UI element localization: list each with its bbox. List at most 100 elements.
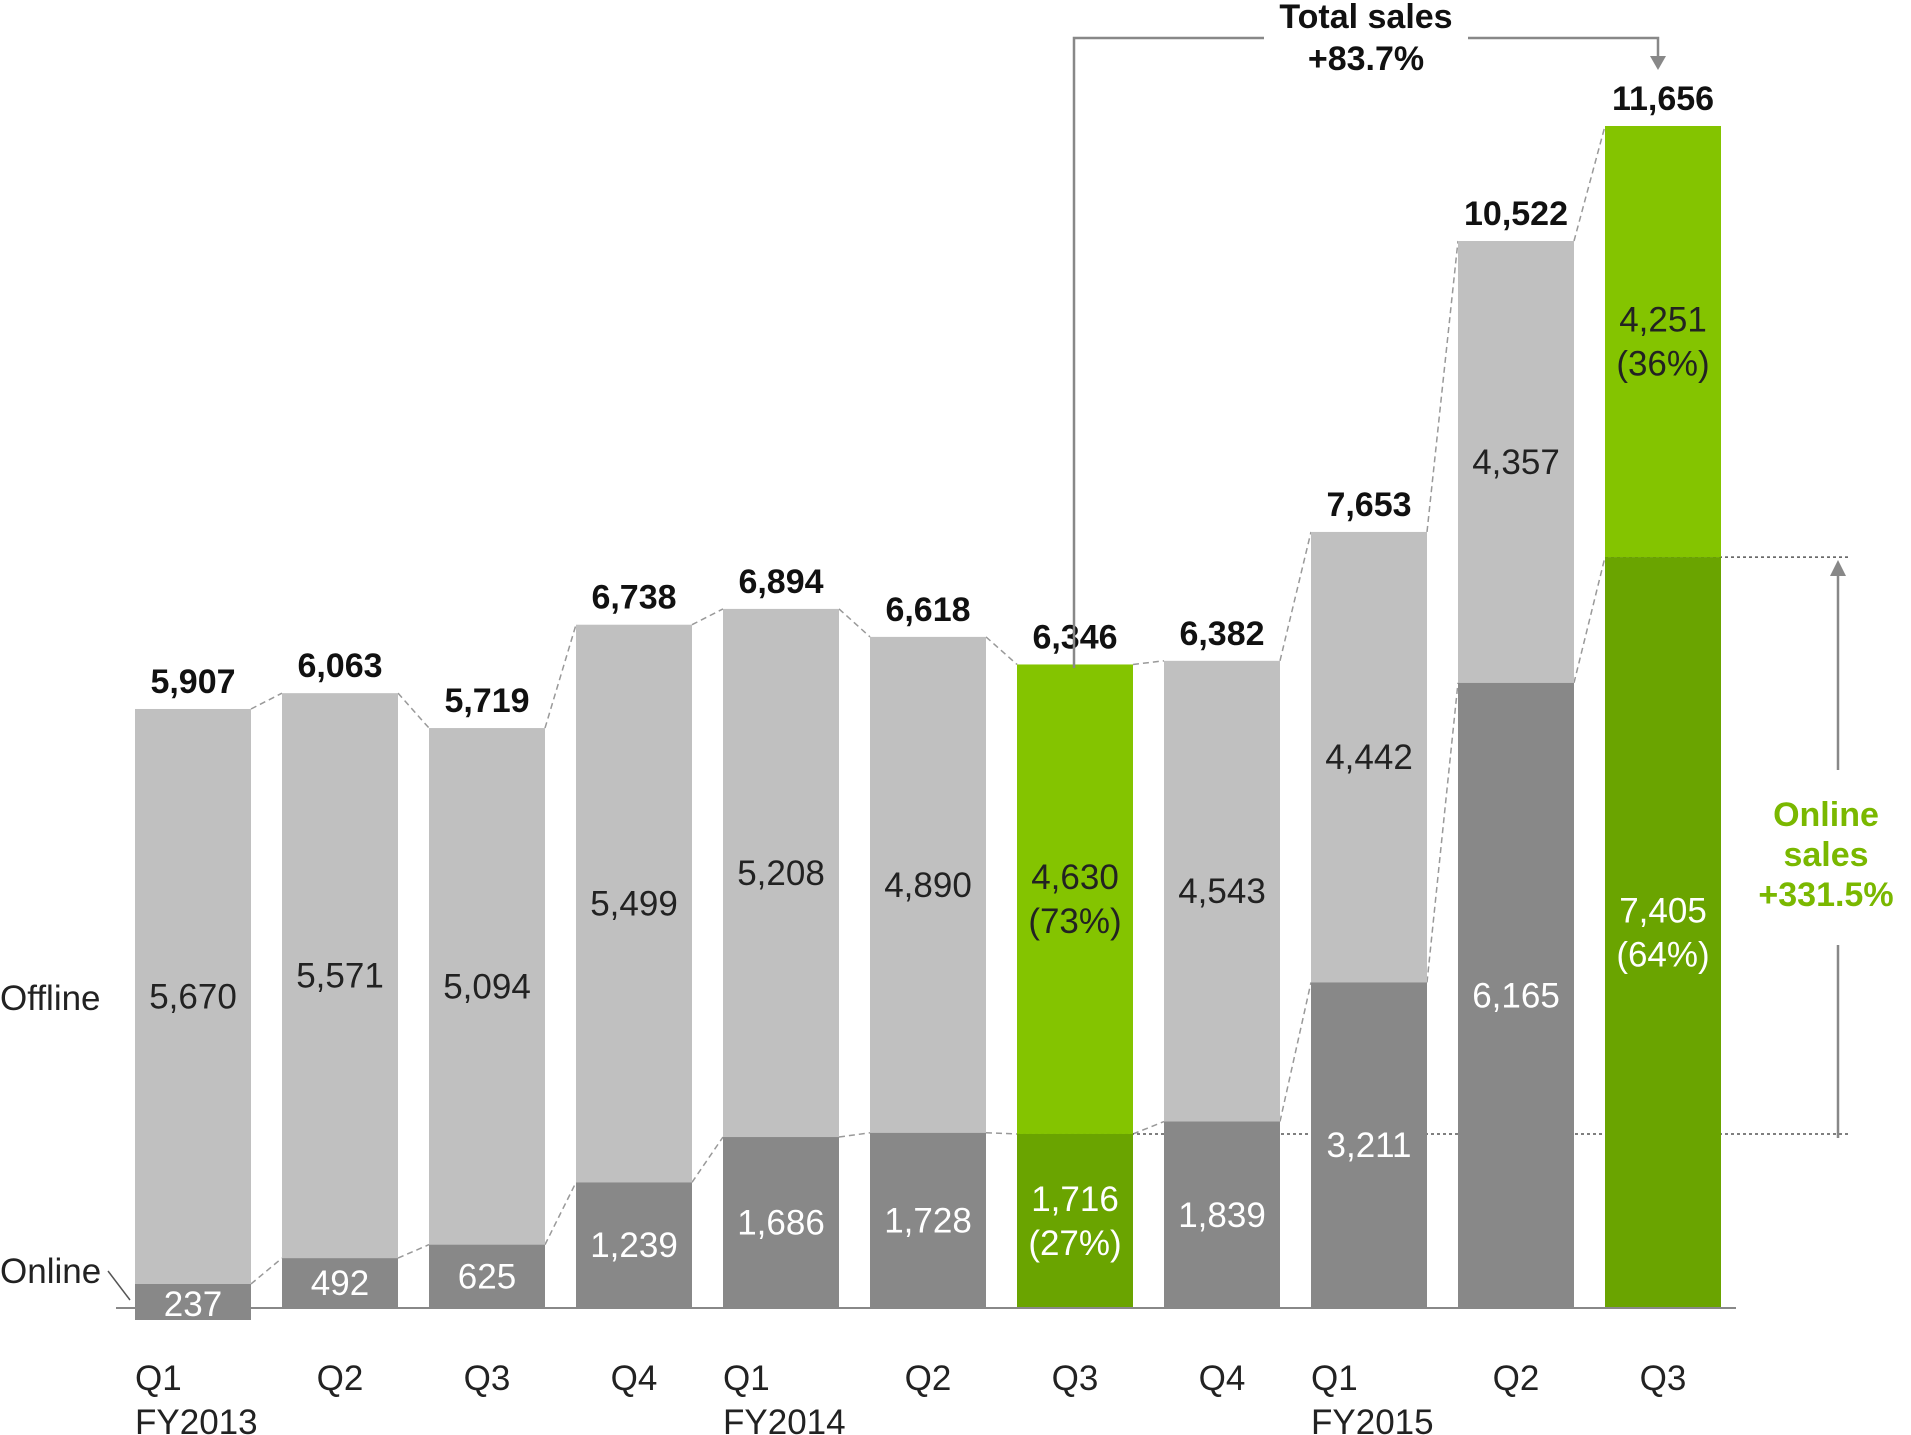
offline-bar-8 (1311, 531, 1427, 983)
x-year-label-0: FY2013 (135, 1403, 258, 1435)
online-connector-9 (1573, 556, 1606, 684)
offline-bar-7 (1164, 660, 1280, 1122)
total-label-7: 6,382 (1179, 615, 1264, 653)
online-value-label-1: 492 (311, 1264, 369, 1303)
x-tick-label-0: Q1 (135, 1359, 182, 1398)
online-value-label-0: 237 (164, 1285, 222, 1324)
total-connector-1 (397, 692, 430, 729)
total-connector-2 (544, 624, 577, 729)
total-sales-bracket-right (1468, 36, 1660, 58)
offline-bar-1 (282, 693, 398, 1259)
offline-bar-10 (1605, 126, 1721, 558)
x-tick-label-6: Q3 (1052, 1359, 1099, 1398)
online-bar-8 (1311, 982, 1427, 1308)
total-connector-3 (691, 608, 724, 626)
offline-bar-5 (870, 636, 986, 1133)
offline-value-label-0: 5,670 (149, 977, 237, 1016)
offline-value-label-6: 4,630 (73%) (1028, 858, 1121, 941)
online-value-label-3: 1,239 (590, 1226, 678, 1265)
total-label-8: 7,653 (1326, 486, 1411, 524)
offline-value-label-10: 4,251 (36%) (1616, 301, 1709, 384)
online-connector-3 (691, 1136, 724, 1183)
online-value-label-5: 1,728 (884, 1201, 972, 1240)
offline-value-label-7: 4,543 (1178, 872, 1266, 911)
total-label-3: 6,738 (591, 579, 676, 617)
total-label-4: 6,894 (738, 563, 823, 601)
total-label-2: 5,719 (444, 682, 529, 720)
x-tick-label-3: Q4 (611, 1359, 658, 1398)
online-sales-annotation: Online sales +331.5% (1758, 560, 1894, 1138)
labels-layer: 5,670 237 5,907 Q1 FY2013 5,571 492 6,063 Q2 5,09… (135, 80, 1714, 1435)
online-connector-7 (1279, 982, 1312, 1122)
total-label-0: 5,907 (150, 663, 235, 701)
online-sales-title-2: sales (1783, 836, 1868, 874)
x-tick-label-4: Q1 (723, 1359, 770, 1398)
total-connector-9 (1573, 125, 1606, 242)
x-tick-label-1: Q2 (317, 1359, 364, 1398)
online-connector-5 (985, 1132, 1018, 1135)
online-bar-9 (1458, 682, 1574, 1308)
total-label-1: 6,063 (297, 647, 382, 685)
online-bar-5 (870, 1132, 986, 1308)
offline-bar-2 (429, 728, 545, 1245)
x-tick-label-7: Q4 (1199, 1359, 1246, 1398)
online-side-leader (107, 1270, 131, 1301)
offline-value-label-8: 4,442 (1325, 738, 1413, 777)
total-connector-6 (1132, 660, 1165, 666)
total-sales-annotation: Total sales +83.7% (1072, 0, 1666, 668)
total-connector-0 (250, 692, 283, 710)
total-sales-title: Total sales (1279, 0, 1452, 36)
total-connector-7 (1279, 531, 1312, 661)
total-connector-5 (985, 636, 1018, 666)
online-bar-6 (1017, 1133, 1133, 1308)
x-tick-label-8: Q1 (1311, 1359, 1358, 1398)
online-connector-8 (1426, 682, 1459, 983)
x-tick-label-5: Q2 (905, 1359, 952, 1398)
bars-layer (135, 126, 1721, 1320)
offline-value-label-9: 4,357 (1472, 443, 1560, 482)
online-value-label-4: 1,686 (737, 1204, 825, 1243)
online-value-label-6: 1,716 (27%) (1028, 1180, 1121, 1263)
x-year-label-8: FY2015 (1311, 1403, 1434, 1435)
online-sales-change: +331.5% (1758, 876, 1893, 914)
online-connector-4 (838, 1132, 871, 1138)
offline-bar-9 (1458, 240, 1574, 683)
online-value-label-9: 6,165 (1472, 976, 1560, 1015)
offline-bar-0 (135, 708, 251, 1284)
online-connector-0 (250, 1257, 283, 1285)
online-value-label-7: 1,839 (1178, 1196, 1266, 1235)
offline-value-label-3: 5,499 (590, 885, 678, 924)
online-value-label-8: 3,211 (1327, 1126, 1412, 1165)
online-bar-2 (429, 1244, 545, 1308)
total-connector-4 (838, 608, 871, 638)
offline-bar-4 (723, 608, 839, 1138)
online-bar-4 (723, 1137, 839, 1308)
offline-value-label-2: 5,094 (443, 967, 531, 1006)
online-bar-7 (1164, 1121, 1280, 1308)
total-connector-8 (1426, 240, 1459, 533)
online-value-label-10: 7,405 (64%) (1616, 892, 1709, 975)
x-tick-label-10: Q3 (1640, 1359, 1687, 1398)
total-sales-change: +83.7% (1308, 40, 1424, 78)
online-side-label: Online (0, 1252, 101, 1291)
x-year-label-4: FY2014 (723, 1403, 846, 1435)
online-connector-1 (397, 1243, 430, 1259)
online-bar-3 (576, 1182, 692, 1308)
total-label-9: 10,522 (1464, 195, 1568, 233)
online-value-label-2: 625 (458, 1257, 516, 1296)
offline-side-label: Offline (0, 979, 101, 1018)
offline-value-label-4: 5,208 (737, 854, 825, 893)
online-sales-arrow-head (1830, 560, 1846, 576)
online-bar-1 (282, 1258, 398, 1308)
total-sales-bracket (1072, 36, 1264, 668)
offline-bar-3 (576, 624, 692, 1183)
online-connector-2 (544, 1182, 577, 1245)
total-label-10: 11,656 (1612, 80, 1714, 118)
online-connector-6 (1132, 1120, 1165, 1135)
total-sales-arrow-head (1650, 56, 1666, 70)
x-tick-label-9: Q2 (1493, 1359, 1540, 1398)
online-bar-10 (1605, 557, 1721, 1308)
offline-value-label-1: 5,571 (296, 957, 384, 996)
x-tick-label-2: Q3 (464, 1359, 511, 1398)
